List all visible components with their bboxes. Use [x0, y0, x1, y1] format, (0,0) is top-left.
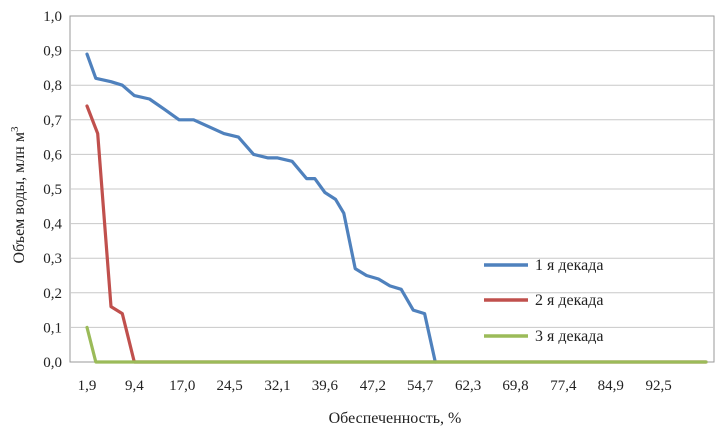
legend-label-3: 3 я декада: [535, 328, 603, 345]
x-tick-label: 92,5: [646, 378, 672, 394]
y-tick-label: 0,3: [43, 251, 62, 267]
y-tick-label: 0,8: [43, 78, 62, 94]
series-line-2: [85, 104, 708, 364]
x-tick-label: 39,6: [312, 378, 339, 394]
series-line-1: [85, 52, 437, 364]
x-tick-label: 54,7: [407, 378, 434, 394]
y-tick-label: 0,6: [43, 147, 62, 163]
series-line-3: [85, 325, 708, 364]
x-tick-label: 47,2: [360, 378, 386, 394]
legend-label-2: 2 я декада: [535, 292, 603, 309]
x-tick-label: 1,9: [78, 378, 97, 394]
series-lines: [85, 52, 708, 364]
x-tick-label: 32,1: [264, 378, 290, 394]
x-tick-label: 62,3: [455, 378, 481, 394]
y-tick-label: 0,4: [43, 217, 62, 233]
x-tick-label: 9,4: [125, 378, 144, 394]
x-tick-label: 84,9: [598, 378, 624, 394]
y-tick-label: 0,5: [43, 182, 62, 198]
y-tick-label: 0,0: [43, 355, 62, 371]
x-tick-label: 77,4: [550, 378, 577, 394]
legend-label-1: 1 я декада: [535, 257, 603, 274]
x-tick-labels: 1,9 9,4 17,0 24,5 32,1 39,6 47,2 54,7 62,3 69,8 77…: [78, 378, 672, 394]
y-tick-label: 0,9: [43, 44, 62, 60]
y-axis-title: Объем воды, млн м3: [9, 126, 28, 263]
y-tick-label: 1,0: [43, 9, 62, 25]
x-tick-label: 69,8: [502, 378, 528, 394]
x-tick-label: 24,5: [216, 378, 242, 394]
y-tick-label: 0,7: [43, 113, 62, 129]
legend: 1 я декада 2 я декада 3 я декада: [484, 257, 603, 345]
gridlines: [70, 50, 714, 328]
y-axis-title-superscript: 3: [9, 126, 21, 132]
y-axis-title-text: Объем воды, млн м: [11, 132, 28, 263]
x-axis-title: Обеспеченность, %: [329, 410, 462, 427]
y-tick-label: 0,2: [43, 286, 62, 302]
y-tick-label: 0,1: [43, 320, 62, 336]
y-tick-labels: 0,0 0,1 0,2 0,3 0,4 0,5 0,6 0,7 0,8 0,9 1,0: [43, 9, 62, 371]
x-tick-label: 17,0: [169, 378, 195, 394]
